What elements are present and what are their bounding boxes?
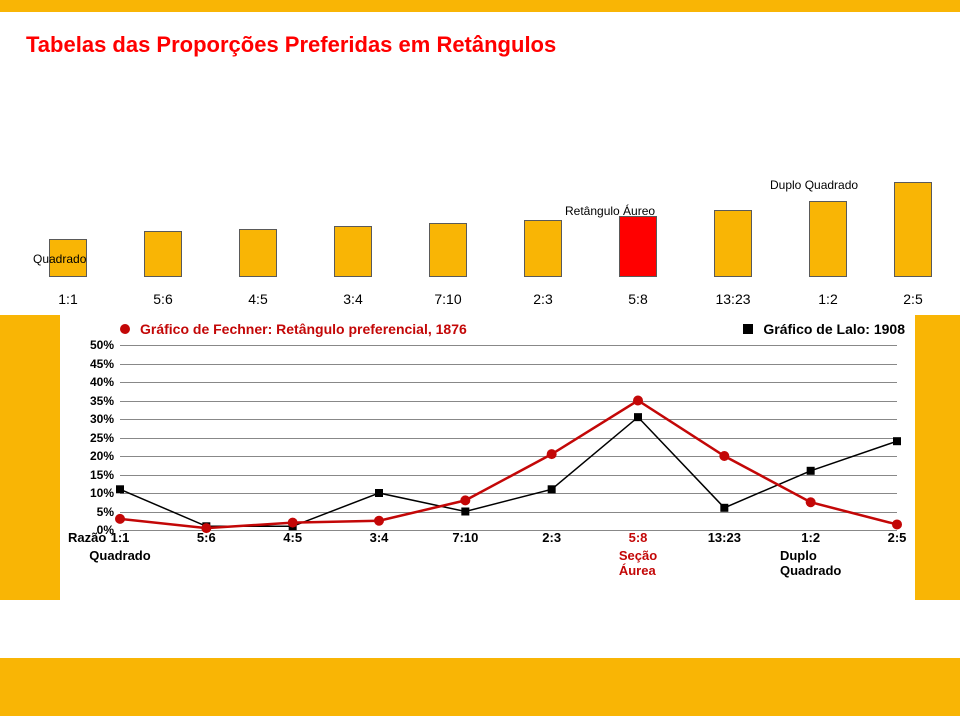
ratio-label: 1:2 [818, 291, 837, 307]
lalo-marker [807, 467, 815, 475]
ratio-label: 5:6 [153, 291, 172, 307]
legend-fechner: Gráfico de Fechner: Retângulo preferenci… [140, 321, 467, 337]
proportion-rect-4-5 [239, 229, 277, 277]
ratio-label: 3:4 [343, 291, 362, 307]
series-svg [120, 345, 897, 530]
ratio-label: 2:5 [903, 291, 922, 307]
x-tick-label: 1:2 [801, 530, 820, 545]
y-tick-label: 20% [90, 449, 114, 463]
x-tick-label: 5:6 [197, 530, 216, 545]
y-tick-label: 50% [90, 338, 114, 352]
y-tick-label: 35% [90, 394, 114, 408]
y-tick-label: 10% [90, 486, 114, 500]
y-tick-label: 40% [90, 375, 114, 389]
header: Tabelas das Proporções Preferidas em Ret… [0, 10, 960, 100]
fechner-marker [719, 451, 729, 461]
fechner-line [120, 401, 897, 529]
proportion-rect-3-4 [334, 226, 372, 277]
annotation-aureo: Retângulo Áureo [565, 204, 655, 218]
x-sublabel: Quadrado [89, 548, 150, 563]
x-tick-label: 2:3 [542, 530, 561, 545]
proportion-rect-7-10 [429, 223, 467, 277]
annotation-duplo: Duplo Quadrado [770, 178, 858, 192]
ratio-label: 13:23 [715, 291, 750, 307]
legend-lalo: Gráfico de Lalo: 1908 [763, 321, 905, 337]
proportion-rect-1-2 [809, 201, 847, 277]
proportion-rect-13-23 [714, 210, 752, 277]
ratio-label: 4:5 [248, 291, 267, 307]
chart-legend: Gráfico de Fechner: Retângulo preferenci… [120, 321, 905, 337]
proportion-rect-2-5 [894, 182, 932, 277]
gridline [120, 530, 897, 531]
x-tick-label: 4:5 [283, 530, 302, 545]
fechner-marker-icon [120, 324, 130, 334]
preference-chart: Gráfico de Fechner: Retângulo preferenci… [60, 315, 915, 600]
y-tick-label: 30% [90, 412, 114, 426]
ratio-label: 5:8 [628, 291, 647, 307]
y-tick-label: 25% [90, 431, 114, 445]
proportion-rect-5-6 [144, 231, 182, 277]
x-tick-label: 1:1 [111, 530, 130, 545]
x-tick-label: 5:8 [629, 530, 648, 545]
ratio-label: 7:10 [434, 291, 461, 307]
ratio-label: 1:1 [58, 291, 77, 307]
lalo-marker-icon [743, 324, 753, 334]
y-tick-label: 45% [90, 357, 114, 371]
fechner-marker [288, 518, 298, 528]
fechner-marker [547, 449, 557, 459]
fechner-marker [374, 516, 384, 526]
y-tick-label: 15% [90, 468, 114, 482]
x-sublabel: SeçãoÁurea [619, 548, 657, 578]
lalo-marker [375, 489, 383, 497]
x-axis-title: Razão [68, 530, 106, 545]
x-tick-label: 3:4 [370, 530, 389, 545]
plot-area: 0%5%10%15%20%25%30%35%40%45%50% [120, 345, 897, 530]
lalo-marker [461, 508, 469, 516]
lalo-marker [893, 437, 901, 445]
y-tick-label: 5% [97, 505, 114, 519]
x-tick-label: 7:10 [452, 530, 478, 545]
lalo-marker [548, 485, 556, 493]
lalo-marker [634, 413, 642, 421]
proportion-rect-2-3 [524, 220, 562, 277]
footer-bar [0, 658, 960, 716]
fechner-marker [806, 497, 816, 507]
fechner-marker [460, 495, 470, 505]
fechner-marker [115, 514, 125, 524]
lalo-line [120, 417, 897, 526]
fechner-marker [633, 396, 643, 406]
lalo-marker [116, 485, 124, 493]
x-tick-label: 13:23 [708, 530, 741, 545]
ratio-label: 2:3 [533, 291, 552, 307]
annotation-quadrado: Quadrado [33, 252, 86, 266]
x-tick-label: 2:5 [888, 530, 907, 545]
fechner-marker [892, 519, 902, 529]
proportion-rect-5-8 [619, 216, 657, 277]
page-title: Tabelas das Proporções Preferidas em Ret… [26, 32, 556, 58]
rectangle-row: 1:1 5:6 4:5 3:4 7:10 2:3 5:8 13:23 1:2 2:5 Quadrad… [0, 100, 960, 315]
x-sublabel: DuploQuadrado [780, 548, 841, 578]
lalo-marker [720, 504, 728, 512]
